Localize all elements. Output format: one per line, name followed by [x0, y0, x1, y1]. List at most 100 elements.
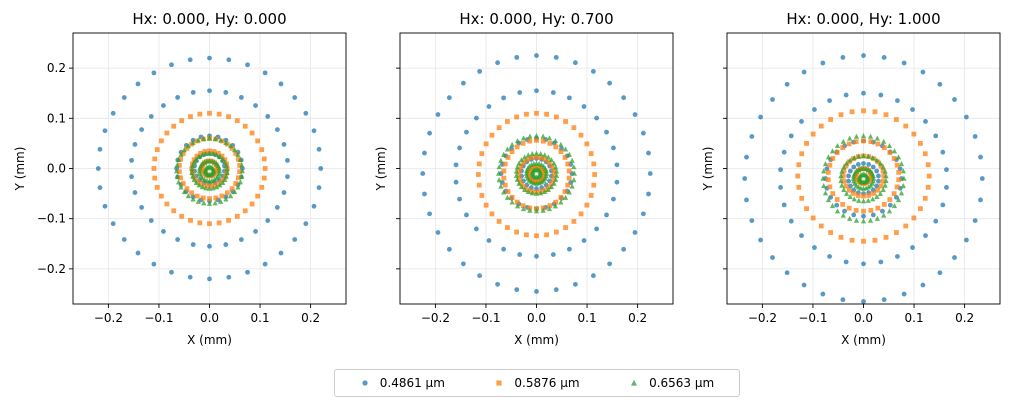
data-point [527, 138, 533, 144]
data-point [534, 154, 539, 160]
data-point [262, 70, 268, 76]
data-point [514, 176, 520, 182]
data-point [189, 166, 195, 172]
data-point [895, 254, 900, 259]
data-point [536, 160, 542, 167]
data-point [607, 80, 613, 86]
data-point [502, 182, 508, 188]
data-point [196, 182, 202, 188]
data-point [901, 175, 907, 181]
data-point [187, 274, 193, 280]
data-point [592, 172, 598, 177]
data-point [867, 133, 874, 139]
series-circle [742, 53, 985, 304]
data-point [558, 141, 564, 147]
data-point [178, 175, 184, 181]
x-tick-label: 0.0 [200, 311, 219, 325]
data-point [255, 138, 261, 144]
data-point [139, 204, 145, 210]
data-point [788, 218, 794, 224]
data-point [207, 243, 212, 249]
data-point [578, 132, 584, 138]
data-point [154, 184, 160, 190]
data-point [573, 60, 578, 66]
data-point [235, 151, 241, 157]
data-point [861, 138, 866, 144]
data-point [541, 173, 547, 179]
data-point [562, 146, 569, 152]
data-point [812, 245, 817, 250]
data-point [554, 168, 560, 174]
data-point [219, 193, 225, 199]
data-point [245, 269, 250, 275]
data-point [232, 147, 238, 153]
data-point [209, 158, 215, 164]
data-point [495, 60, 500, 66]
x-tick-label: 0.2 [628, 311, 647, 325]
data-point [876, 178, 881, 184]
data-point [509, 194, 515, 200]
data-point [841, 168, 847, 174]
data-point [517, 167, 522, 173]
data-point [178, 184, 184, 190]
panel-title: Hx: 0.000, Hy: 0.700 [459, 10, 613, 28]
data-point [169, 62, 174, 68]
data-point [584, 202, 590, 208]
data-point [952, 97, 957, 102]
data-point [171, 208, 177, 214]
data-point [187, 57, 193, 63]
data-point [496, 177, 502, 183]
data-point [233, 181, 239, 186]
data-point [830, 191, 836, 196]
data-point [548, 157, 555, 163]
data-point [847, 168, 853, 174]
data-point [175, 237, 181, 242]
data-point [193, 156, 199, 162]
data-point [891, 148, 898, 154]
data-point [179, 213, 185, 219]
x-tick-label: 0.1 [578, 311, 597, 325]
data-point [190, 90, 196, 95]
data-point [151, 261, 157, 267]
data-point [553, 54, 559, 60]
data-point [516, 160, 522, 166]
data-point [784, 81, 790, 87]
data-point [527, 168, 533, 174]
x-tick-label: −0.1 [471, 311, 500, 325]
data-point [199, 152, 205, 158]
data-point [533, 150, 540, 156]
data-point [253, 229, 258, 234]
data-point [871, 175, 877, 181]
data-point [274, 204, 280, 210]
data-point [841, 178, 847, 184]
data-point [834, 150, 840, 155]
data-point [175, 95, 181, 100]
data-point [207, 110, 212, 116]
data-point [571, 219, 577, 224]
data-point [255, 193, 261, 199]
data-point [110, 221, 116, 227]
data-point [843, 92, 849, 98]
data-point [237, 179, 243, 185]
data-point [235, 156, 241, 162]
data-point [838, 112, 844, 118]
data-point [533, 190, 540, 196]
data-point [841, 164, 847, 170]
data-point [234, 213, 240, 219]
data-point [827, 98, 832, 103]
data-point [871, 191, 877, 196]
data-point [190, 162, 196, 168]
data-point [190, 242, 196, 247]
x-tick-label: −0.2 [94, 311, 123, 325]
data-point [870, 155, 876, 161]
data-point [861, 208, 866, 214]
data-point [435, 230, 441, 235]
data-point [501, 175, 507, 181]
data-point [569, 183, 575, 189]
data-point [838, 234, 844, 240]
data-point [542, 156, 548, 162]
data-point [581, 104, 587, 109]
data-point [262, 166, 268, 171]
data-point [509, 141, 515, 147]
data-point [588, 151, 594, 156]
